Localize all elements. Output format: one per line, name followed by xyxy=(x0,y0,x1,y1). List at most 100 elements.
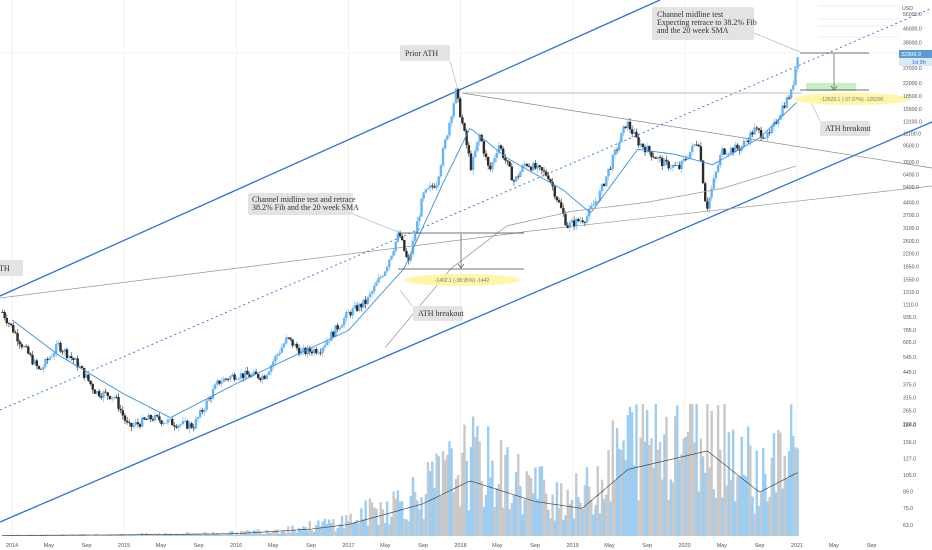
volume-bar xyxy=(643,441,647,536)
volume-bar xyxy=(166,534,170,536)
volume-bar xyxy=(379,502,382,536)
volume-bar xyxy=(706,404,709,536)
volume-bar xyxy=(274,529,277,536)
candle-up xyxy=(446,135,449,140)
candle-up xyxy=(383,271,387,277)
candle-down xyxy=(125,420,129,423)
candle-up xyxy=(712,178,716,189)
candle-down xyxy=(65,349,69,358)
volume-bar xyxy=(585,467,589,536)
candle-down xyxy=(100,396,103,398)
volume-bar xyxy=(450,448,453,536)
volume-bar xyxy=(452,492,455,536)
volume-bar xyxy=(759,491,763,536)
volume-bar xyxy=(630,412,634,536)
candle-down xyxy=(46,359,49,361)
candle-down xyxy=(355,305,359,311)
candle-down xyxy=(731,147,735,153)
time-tick-label: 2016 xyxy=(230,543,242,549)
candle-down xyxy=(661,157,664,167)
candle-up xyxy=(211,389,215,399)
volume-bar xyxy=(160,534,163,536)
volume-bar xyxy=(422,519,425,536)
candle-up xyxy=(164,422,168,424)
volume-bar xyxy=(504,454,507,536)
volume-bar xyxy=(104,535,107,536)
volume-bar xyxy=(456,475,460,536)
candle-down xyxy=(624,126,627,129)
candle-up xyxy=(78,366,82,368)
candle-up xyxy=(764,137,767,139)
candle-up xyxy=(239,373,243,379)
candle-down xyxy=(706,201,709,209)
candle-up xyxy=(471,156,475,171)
volume-bar xyxy=(377,524,380,536)
volume-bar xyxy=(486,426,490,536)
candle-up xyxy=(366,297,370,304)
volume-bar xyxy=(276,529,279,536)
note-left-line2: 38.2% Fib and the 20 week SMA xyxy=(252,203,359,212)
volume-bar xyxy=(650,438,653,536)
volume-bar xyxy=(686,431,690,536)
candle-up xyxy=(536,165,539,169)
candle-down xyxy=(652,156,655,158)
candle-up xyxy=(420,198,423,217)
volume-bar xyxy=(332,519,335,536)
candle-down xyxy=(787,97,791,99)
time-tick-label: 2018 xyxy=(454,543,466,549)
candle-up xyxy=(179,424,183,426)
candle-down xyxy=(469,153,473,171)
candle-down xyxy=(467,145,471,154)
time-tick-label: May xyxy=(44,543,55,549)
volume-bar xyxy=(24,535,28,536)
volume-bar xyxy=(278,533,281,536)
candle-down xyxy=(527,165,531,167)
drawings xyxy=(352,32,869,307)
candle-up xyxy=(450,116,453,123)
volume-bar xyxy=(482,506,486,536)
time-tick-label: Sep xyxy=(306,543,316,549)
volume-bar xyxy=(658,442,662,536)
note-left-pointer xyxy=(352,213,399,233)
candle-down xyxy=(525,163,529,166)
volume-bar xyxy=(688,404,692,536)
volume-bar xyxy=(196,533,200,536)
edge-label-box xyxy=(0,260,23,276)
volume-bar xyxy=(248,531,251,536)
volume-bar xyxy=(446,454,449,536)
candle-down xyxy=(37,366,41,369)
candle-down xyxy=(91,384,94,390)
price-tick-label: 4400.0 xyxy=(903,200,919,206)
candle-up xyxy=(222,378,226,382)
candle-up xyxy=(323,345,327,348)
candle-down xyxy=(175,426,178,428)
volume-bar xyxy=(684,436,688,536)
volume-bar xyxy=(613,481,617,536)
candle-up xyxy=(514,176,518,182)
candle-up xyxy=(779,114,782,120)
candle-up xyxy=(140,417,144,427)
candle-up xyxy=(220,381,223,384)
volume-bar xyxy=(568,504,572,536)
price-tick-label: 27000.0 xyxy=(903,66,922,72)
price-tick-label: 11100.0 xyxy=(903,132,921,138)
candle-down xyxy=(248,374,251,378)
volume-bar xyxy=(600,479,604,536)
candle-up xyxy=(52,353,56,357)
volume-bar xyxy=(205,533,208,536)
volume-bar xyxy=(553,520,556,536)
volume-bar xyxy=(673,416,677,536)
candle-up xyxy=(392,250,395,256)
volume-bar xyxy=(749,445,752,536)
candle-down xyxy=(24,346,28,347)
candle-up xyxy=(682,159,685,162)
candle-down xyxy=(751,132,754,135)
volume-bar xyxy=(201,534,204,536)
candle-up xyxy=(269,365,273,372)
candle-up xyxy=(521,165,524,172)
volume-bar xyxy=(130,534,133,536)
note-top-line1: Channel midline test xyxy=(657,10,724,19)
candle-up xyxy=(474,150,477,157)
